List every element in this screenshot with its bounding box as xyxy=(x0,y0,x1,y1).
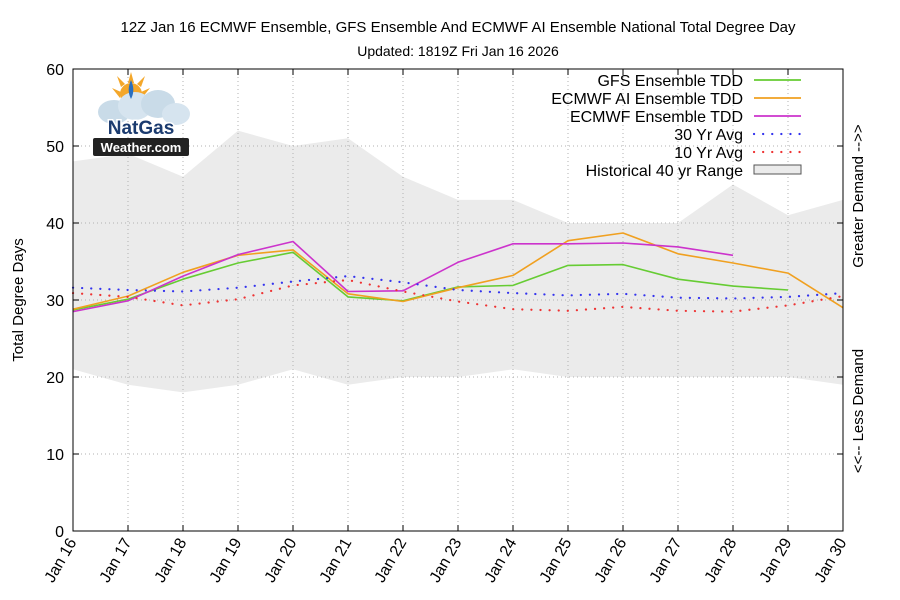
y-tick-label: 50 xyxy=(46,139,64,156)
logo-text-natgas: NatGas xyxy=(108,118,175,139)
logo-banner xyxy=(93,138,189,156)
right-label-less-demand: <<-- Less Demand xyxy=(850,349,867,473)
legend-label: 30 Yr Avg xyxy=(674,127,743,144)
legend-label: Historical 40 yr Range xyxy=(586,163,744,180)
legend-label: ECMWF Ensemble TDD xyxy=(570,109,743,126)
y-tick-label: 60 xyxy=(46,62,64,79)
series-line-ecmwf-ai-ensemble-tdd xyxy=(72,232,844,310)
legend-swatch xyxy=(753,164,802,175)
y-tick-label: 10 xyxy=(46,447,64,464)
natgas-weather-logo: NatGas Weather.com xyxy=(93,72,190,156)
y-tick-label: 20 xyxy=(46,370,64,387)
flame-icon xyxy=(128,80,134,99)
gridlines xyxy=(73,69,843,531)
legend-label: ECMWF AI Ensemble TDD xyxy=(551,91,743,108)
chart-subtitle: Updated: 1819Z Fri Jan 16 2026 xyxy=(357,43,559,59)
series-line-30-yr-avg xyxy=(71,275,845,300)
y-axis-label: Total Degree Days xyxy=(10,238,27,361)
chart-title: 12Z Jan 16 ECMWF Ensemble, GFS Ensemble … xyxy=(121,19,797,36)
series-line-ecmwf-ensemble-tdd xyxy=(72,240,734,313)
cloud-icon xyxy=(98,90,190,125)
y-tick-label: 0 xyxy=(55,524,64,541)
logo-text-weather: Weather.com xyxy=(101,140,182,155)
legend-label: 10 Yr Avg xyxy=(674,145,743,162)
legend-label: GFS Ensemble TDD xyxy=(597,73,743,90)
y-axis: 0 10 20 30 40 50 60 xyxy=(46,62,843,541)
y-tick-label: 30 xyxy=(46,293,64,310)
right-label-greater-demand: Greater Demand -->> xyxy=(850,124,867,268)
y-tick-label: 40 xyxy=(46,216,64,233)
series-layer xyxy=(71,232,845,313)
